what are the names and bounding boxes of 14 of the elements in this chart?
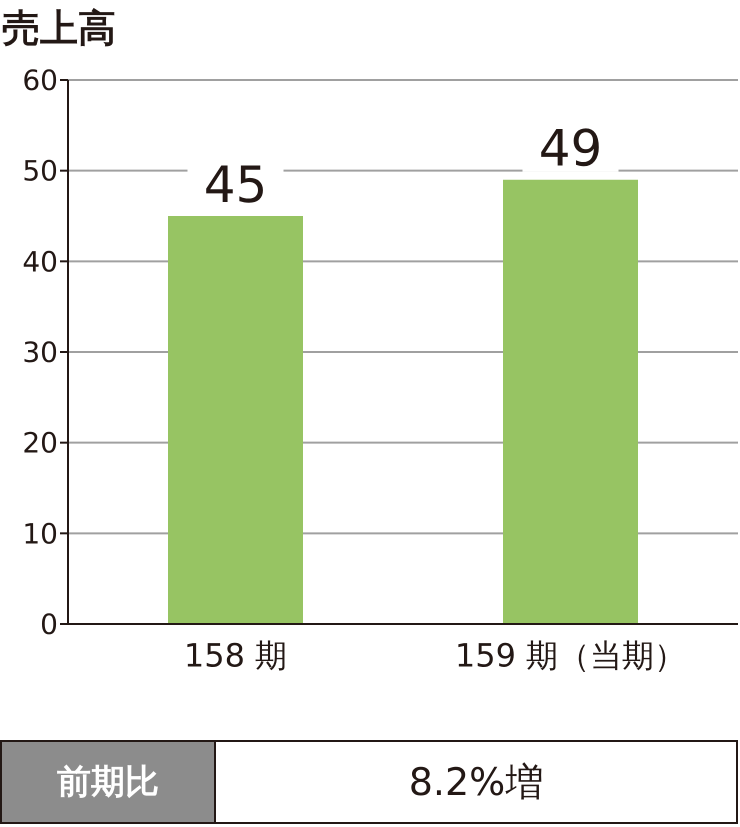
- text: 前期比: [2, 742, 216, 822]
- x-tick-label: 159 期（当期）: [454, 636, 686, 675]
- y-tick-label: 50: [22, 154, 58, 188]
- y-tick-label: 0: [40, 608, 58, 641]
- y-tick-label: 60: [22, 64, 58, 97]
- y-tick-label: 10: [22, 517, 58, 550]
- data-label: 49: [538, 120, 602, 178]
- y-tick-label: 20: [22, 426, 58, 460]
- text: 8.2%増: [216, 742, 736, 822]
- chart-title: 売上高: [2, 6, 116, 50]
- data-label: 45: [204, 156, 268, 214]
- x-tick-label: 158 期: [184, 636, 288, 675]
- y-tick-label: 40: [22, 245, 58, 278]
- y-tick-label: 30: [22, 336, 58, 369]
